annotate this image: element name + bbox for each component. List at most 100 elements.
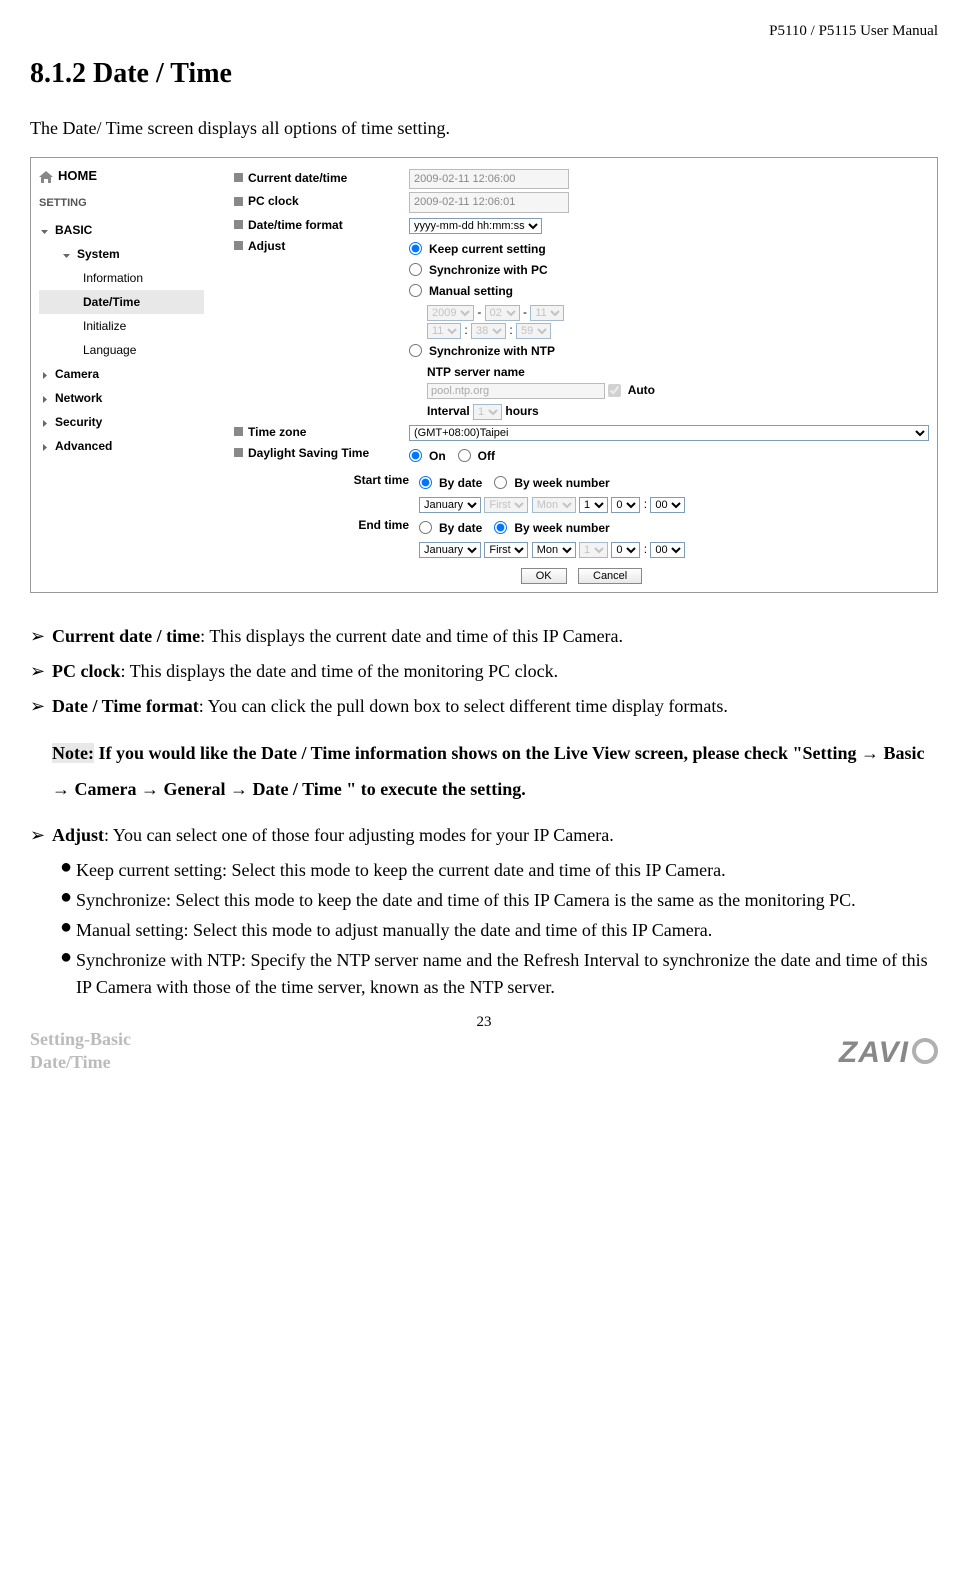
arrow-bullet: ➢ bbox=[30, 693, 52, 720]
interval-select: 1 bbox=[473, 404, 502, 420]
note-label: Note: bbox=[52, 743, 94, 763]
hours-label: hours bbox=[505, 404, 538, 418]
radio-sync-ntp[interactable] bbox=[409, 344, 422, 357]
manual-sec: 59 bbox=[516, 323, 551, 339]
sidebar-item-language[interactable]: Language bbox=[39, 338, 204, 362]
radio-sync-pc[interactable] bbox=[409, 263, 422, 276]
zavio-logo: ZAVI bbox=[839, 1030, 938, 1075]
dot-bullet: ● bbox=[60, 857, 76, 884]
end-byweek-label: By week number bbox=[514, 519, 609, 537]
radio-keep[interactable] bbox=[409, 242, 422, 255]
sidebar-item-camera[interactable]: Camera bbox=[39, 362, 204, 386]
end-hour[interactable]: 0 bbox=[611, 542, 640, 558]
logo-o-icon bbox=[912, 1038, 938, 1064]
ok-button[interactable]: OK bbox=[521, 568, 567, 584]
sidebar-item-network[interactable]: Network bbox=[39, 386, 204, 410]
manual-day: 11 bbox=[530, 305, 564, 321]
expand-icon bbox=[39, 224, 50, 235]
bullet-icon bbox=[234, 427, 243, 436]
sub-sync: Synchronize: Select this mode to keep th… bbox=[76, 887, 856, 914]
home-link[interactable]: HOME bbox=[39, 166, 204, 186]
note-block: Note: If you would like the Date / Time … bbox=[52, 735, 938, 807]
dst-off-label: Off bbox=[478, 447, 495, 465]
settings-screenshot: HOME SETTING BASIC System Information Da… bbox=[30, 157, 938, 593]
radio-end-byweek[interactable] bbox=[494, 521, 507, 534]
timezone-select[interactable]: (GMT+08:00)Taipei bbox=[409, 425, 929, 441]
start-bydate-label: By date bbox=[439, 474, 482, 492]
note-text: If you would like the Date / Time inform… bbox=[52, 743, 924, 799]
start-day: Mon bbox=[532, 497, 576, 513]
pc-clock-value: 2009-02-11 12:06:01 bbox=[409, 192, 569, 213]
current-dt-value: 2009-02-11 12:06:00 bbox=[409, 169, 569, 190]
collapse-icon bbox=[39, 368, 50, 379]
label-pc-clock: PC clock bbox=[248, 192, 299, 210]
radio-end-bydate[interactable] bbox=[419, 521, 432, 534]
sidebar-item-security[interactable]: Security bbox=[39, 410, 204, 434]
start-min[interactable]: 00 bbox=[650, 497, 685, 513]
bullet-icon bbox=[234, 173, 243, 182]
sidebar-item-basic[interactable]: BASIC bbox=[39, 218, 204, 242]
footer-breadcrumb-1: Setting-Basic bbox=[30, 1028, 131, 1051]
dot-bullet: ● bbox=[60, 917, 76, 944]
start-month[interactable]: January bbox=[419, 497, 481, 513]
label-adjust: Adjust bbox=[248, 237, 285, 255]
manual-month: 02 bbox=[485, 305, 520, 321]
end-date: 1 bbox=[579, 542, 608, 558]
manual-title: P5110 / P5115 User Manual bbox=[30, 20, 938, 43]
sidebar-item-system[interactable]: System bbox=[39, 242, 204, 266]
end-min[interactable]: 00 bbox=[650, 542, 685, 558]
bullet-icon bbox=[234, 220, 243, 229]
sidebar-item-datetime[interactable]: Date/Time bbox=[39, 290, 204, 314]
radio-start-bydate[interactable] bbox=[419, 476, 432, 489]
expand-icon bbox=[61, 248, 72, 259]
arrow-bullet: ➢ bbox=[30, 822, 52, 849]
footer-breadcrumb-2: Date/Time bbox=[30, 1051, 131, 1074]
manual-hour: 11 bbox=[427, 323, 461, 339]
bullet-icon bbox=[234, 197, 243, 206]
arrow-bullet: ➢ bbox=[30, 623, 52, 650]
bullet-icon bbox=[234, 448, 243, 457]
radio-dst-on[interactable] bbox=[409, 449, 422, 462]
sub-manual: Manual setting: Select this mode to adju… bbox=[76, 917, 712, 944]
end-day[interactable]: Mon bbox=[532, 542, 576, 558]
radio-start-byweek[interactable] bbox=[494, 476, 507, 489]
end-month[interactable]: January bbox=[419, 542, 481, 558]
description-list: ➢Current date / time: This displays the … bbox=[30, 623, 938, 1001]
manual-year: 2009 bbox=[427, 305, 474, 321]
intro-text: The Date/ Time screen displays all optio… bbox=[30, 115, 938, 142]
page-footer: Setting-Basic Date/Time ZAVI bbox=[30, 1028, 938, 1075]
label-dst: Daylight Saving Time bbox=[248, 444, 369, 462]
radio-sync-pc-label: Synchronize with PC bbox=[429, 261, 548, 279]
sidebar-item-initialize[interactable]: Initialize bbox=[39, 314, 204, 338]
ntp-server-input bbox=[427, 383, 605, 399]
radio-sync-ntp-label: Synchronize with NTP bbox=[429, 342, 555, 360]
home-icon bbox=[39, 169, 53, 181]
collapse-icon bbox=[39, 416, 50, 427]
collapse-icon bbox=[39, 440, 50, 451]
start-week: First bbox=[484, 497, 528, 513]
setting-header: SETTING bbox=[39, 195, 204, 212]
label-start-time: Start time bbox=[354, 471, 409, 489]
cancel-button[interactable]: Cancel bbox=[578, 568, 642, 584]
arrow-bullet: ➢ bbox=[30, 658, 52, 685]
settings-panel: Current date/time 2009-02-11 12:06:00 PC… bbox=[234, 166, 929, 584]
radio-keep-label: Keep current setting bbox=[429, 240, 546, 258]
dot-bullet: ● bbox=[60, 887, 76, 914]
sidebar-item-information[interactable]: Information bbox=[39, 266, 204, 290]
label-dt-format: Date/time format bbox=[248, 216, 343, 234]
radio-dst-off[interactable] bbox=[458, 449, 471, 462]
sidebar-item-advanced[interactable]: Advanced bbox=[39, 434, 204, 458]
label-current-dt: Current date/time bbox=[248, 169, 347, 187]
radio-manual[interactable] bbox=[409, 284, 422, 297]
label-timezone: Time zone bbox=[248, 423, 306, 441]
start-byweek-label: By week number bbox=[514, 474, 609, 492]
dt-format-select[interactable]: yyyy-mm-dd hh:mm:ss bbox=[409, 218, 542, 234]
home-label: HOME bbox=[58, 166, 97, 186]
sidebar: HOME SETTING BASIC System Information Da… bbox=[39, 166, 204, 584]
end-week[interactable]: First bbox=[484, 542, 528, 558]
dst-on-label: On bbox=[429, 447, 446, 465]
sub-ntp: Synchronize with NTP: Specify the NTP se… bbox=[76, 947, 938, 1001]
sub-keep: Keep current setting: Select this mode t… bbox=[76, 857, 726, 884]
start-hour[interactable]: 0 bbox=[611, 497, 640, 513]
start-date[interactable]: 1 bbox=[579, 497, 608, 513]
